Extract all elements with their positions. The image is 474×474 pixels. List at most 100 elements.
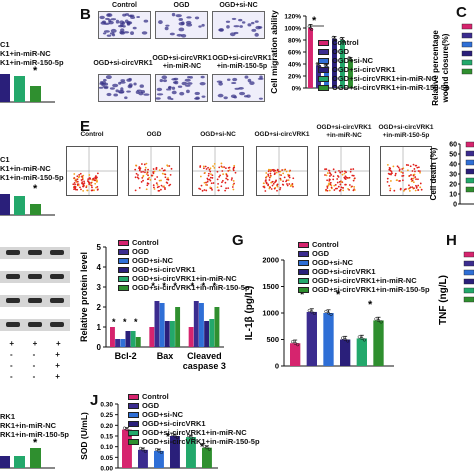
blot-band xyxy=(50,274,64,279)
significance-mark: * xyxy=(33,65,38,77)
legend-item: K1+in-miR-150-5p xyxy=(0,173,64,182)
event-dot xyxy=(394,172,397,175)
event-dot xyxy=(74,188,77,191)
legend-text: K1+in-miR-NC xyxy=(0,49,51,58)
legend-text: OGD+si-circVRK1+in-miR-NC xyxy=(312,276,417,285)
event-dot xyxy=(147,174,149,177)
legend-full-g: Control OGD OGD+si-NC OGD+si-circVRK1 OGD+si… xyxy=(298,240,430,294)
legend-swatch xyxy=(461,50,473,57)
micrograph-control xyxy=(98,11,151,39)
legend-text: K1+in-miR-NC xyxy=(0,164,51,173)
significance-mark: * xyxy=(173,281,177,291)
event-dot xyxy=(158,185,160,188)
event-dot xyxy=(268,179,271,181)
event-dot xyxy=(349,170,352,173)
event-dot xyxy=(352,174,355,177)
event-dot xyxy=(140,181,143,183)
event-dot xyxy=(269,175,272,178)
event-dot xyxy=(271,184,274,187)
data-point xyxy=(207,447,211,451)
event-dot xyxy=(269,186,272,189)
event-dot xyxy=(83,182,86,185)
event-dot xyxy=(87,178,90,181)
blot-band xyxy=(28,298,42,303)
event-dot xyxy=(338,169,340,172)
event-dot xyxy=(203,189,206,191)
cell-dot xyxy=(254,32,259,37)
y-tick-label: 30 xyxy=(449,172,457,179)
event-dot xyxy=(408,190,411,192)
event-dot xyxy=(216,178,219,181)
legend-swatch xyxy=(118,284,129,291)
event-dot xyxy=(334,171,337,174)
legend-swatch xyxy=(465,177,474,184)
event-dot xyxy=(72,183,75,186)
event-dot xyxy=(417,170,420,172)
event-dot xyxy=(155,167,158,170)
bar xyxy=(30,448,41,468)
cell-dot xyxy=(130,31,135,35)
event-dot xyxy=(410,178,413,181)
event-dot xyxy=(413,168,416,170)
event-dot xyxy=(231,177,233,180)
bar xyxy=(30,86,41,102)
cell-dot xyxy=(135,90,140,94)
event-dot xyxy=(213,162,216,165)
event-dot xyxy=(412,163,415,166)
event-dot xyxy=(199,175,202,178)
bar xyxy=(0,74,10,102)
event-dot xyxy=(95,175,97,177)
cell-dot xyxy=(178,18,184,22)
legend-text: OGD+si-NC xyxy=(332,56,374,65)
cell-dot xyxy=(201,95,206,98)
legend-item: K1+in-miR-150-5p xyxy=(0,58,64,67)
event-dot xyxy=(93,189,95,192)
legend-swatch xyxy=(463,251,474,258)
cell-dot xyxy=(170,97,174,100)
event-dot xyxy=(341,173,344,176)
legend-text: OGD xyxy=(312,249,330,258)
bar xyxy=(169,321,175,347)
event-dot xyxy=(329,178,331,181)
y-tick-label: 1000 xyxy=(262,309,279,318)
flow-label: OGD+si-circVRK1 +in-miR-150-5p xyxy=(378,124,434,139)
data-point xyxy=(310,27,314,32)
event-dot xyxy=(234,171,237,174)
cell-dot xyxy=(118,24,124,28)
event-dot xyxy=(232,169,235,172)
event-dot xyxy=(343,172,346,175)
event-dot xyxy=(402,189,405,192)
cell-dot xyxy=(104,82,109,86)
y-tick-label: 1500 xyxy=(262,282,279,291)
event-dot xyxy=(81,182,83,185)
legend-swatch xyxy=(128,402,139,409)
event-dot xyxy=(332,178,335,181)
cell-dot xyxy=(254,20,259,23)
legend-swatch xyxy=(318,84,329,91)
data-point xyxy=(170,432,175,437)
event-dot xyxy=(94,182,97,185)
event-dot xyxy=(283,168,286,171)
event-dot xyxy=(205,183,207,186)
event-dot xyxy=(208,168,211,171)
blot-band xyxy=(28,274,42,279)
blot-band xyxy=(28,322,42,327)
micrograph-label: OGD+si-circVRK1 +in-miR-150-5p xyxy=(212,55,272,70)
blot-band xyxy=(50,298,64,303)
event-dot xyxy=(96,172,99,175)
event-dot xyxy=(420,188,423,191)
event-dot xyxy=(207,166,209,169)
event-dot xyxy=(166,165,169,167)
cell-dot xyxy=(247,23,252,27)
panel-label-j: J xyxy=(90,392,99,409)
event-dot xyxy=(150,174,153,177)
event-dot xyxy=(287,179,290,182)
event-dot xyxy=(224,181,227,184)
event-dot xyxy=(205,181,207,184)
legend-text: OGD+si-circVRK1+in-miR-NC xyxy=(332,74,437,83)
event-dot xyxy=(221,179,224,182)
event-dot xyxy=(76,178,79,181)
y-axis-label: TNF (ng/L) xyxy=(438,275,449,325)
bar xyxy=(125,331,131,347)
blot-band xyxy=(6,250,20,255)
